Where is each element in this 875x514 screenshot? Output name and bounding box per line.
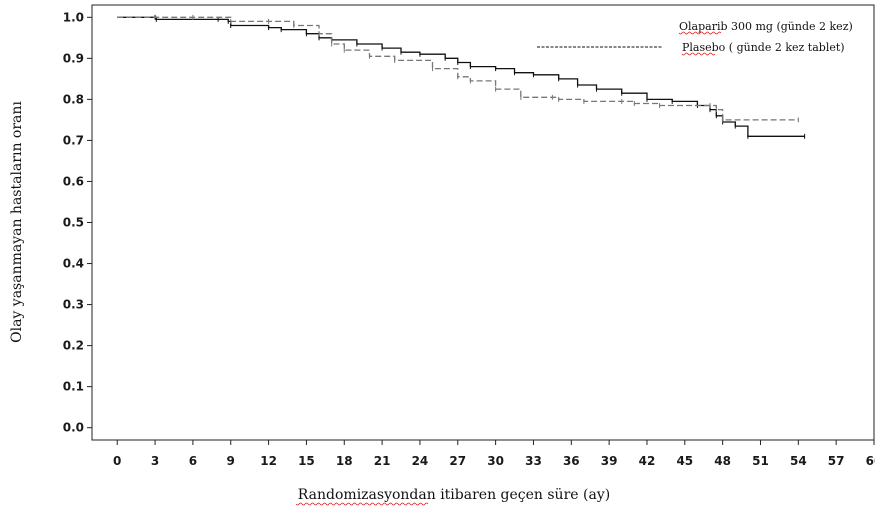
x-tick-label: 42 <box>639 454 656 468</box>
y-tick-label: 0.0 <box>63 421 84 435</box>
legend-label-plasebo: Plasebo ( günde 2 kez tablet) <box>682 41 845 54</box>
x-tick-label: 54 <box>790 454 807 468</box>
y-tick-label: 1.0 <box>63 10 84 24</box>
spellcheck-underline <box>678 31 722 35</box>
x-tick-label: 33 <box>525 454 542 468</box>
x-tick-label: 27 <box>449 454 466 468</box>
legend: Olaparib 300 mg (günde 2 kez) Plasebo ( … <box>537 20 853 56</box>
x-tick-label: 3 <box>151 454 159 468</box>
x-tick-label: 45 <box>676 454 693 468</box>
y-tick-label: 0.3 <box>63 298 84 312</box>
y-axis-title: Olay yaşanmayan hastaların oranı <box>9 101 25 343</box>
spellcheck-underline <box>295 502 429 506</box>
x-tick-label: 0 <box>113 454 121 468</box>
spellcheck-underline <box>681 52 716 56</box>
x-tick-label: 21 <box>374 454 391 468</box>
y-tick-label: 0.9 <box>63 51 84 65</box>
y-tick-label: 0.7 <box>63 133 84 147</box>
y-tick-label: 0.5 <box>63 216 84 230</box>
x-tick-label: 9 <box>227 454 235 468</box>
legend-label-olaparib: Olaparib 300 mg (günde 2 kez) <box>679 20 853 33</box>
x-tick-label: 12 <box>260 454 277 468</box>
x-tick-label: 48 <box>714 454 731 468</box>
x-tick-label: 24 <box>412 454 429 468</box>
y-tick-label: 0.1 <box>63 380 84 394</box>
x-tick-label: 15 <box>298 454 315 468</box>
x-tick-label: 51 <box>752 454 769 468</box>
y-axis-ticks: 0.0 0.1 0.2 0.3 0.4 0.5 0.6 0.7 0.8 0.9 1.0 <box>63 10 92 435</box>
plot-area <box>91 4 875 441</box>
y-tick-label: 0.6 <box>63 174 84 188</box>
y-tick-label: 0.8 <box>63 92 84 106</box>
plot-frame <box>91 4 875 441</box>
series-line-olaparib <box>117 16 805 137</box>
x-tick-label: 57 <box>828 454 845 468</box>
y-tick-label: 0.4 <box>63 257 84 271</box>
x-tick-label: 30 <box>487 454 504 468</box>
x-axis-ticks: 03691215182124273033363942454851545760 <box>113 440 875 468</box>
series-layer <box>117 14 806 139</box>
x-tick-label: 18 <box>336 454 353 468</box>
x-axis-title: Randomizasyondan itibaren geçen süre (ay… <box>298 487 610 503</box>
series-line-plasebo <box>117 16 799 121</box>
x-tick-label: 6 <box>189 454 197 468</box>
x-tick-label: 39 <box>601 454 618 468</box>
y-tick-label: 0.2 <box>63 339 84 353</box>
x-tick-label: 36 <box>563 454 580 468</box>
x-tick-label: 60 <box>866 454 875 468</box>
